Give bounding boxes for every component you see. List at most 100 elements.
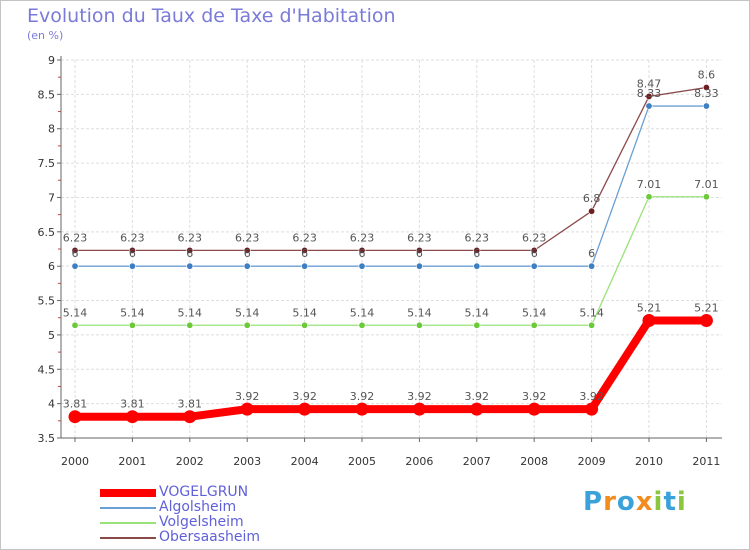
series-line-obersaasheim xyxy=(75,86,707,252)
legend-label: Obersaasheim xyxy=(159,529,261,545)
data-point-vogelgrun xyxy=(527,402,541,416)
y-tick-label: 9 xyxy=(48,54,55,67)
data-point-volgelsheim xyxy=(358,321,366,329)
data-label-algolsheim: 6 xyxy=(186,247,193,260)
x-tick-label: 2004 xyxy=(291,455,319,468)
logo-letter: t xyxy=(663,487,677,517)
logo-letter: i xyxy=(676,487,687,517)
data-label-algolsheim: 6 xyxy=(531,247,538,260)
data-label-vogelgrun: 3.92 xyxy=(579,390,604,403)
data-label-vogelgrun: 3.92 xyxy=(350,390,375,403)
series-line-vogelgrun xyxy=(75,316,707,421)
data-point-volgelsheim xyxy=(588,321,596,329)
data-point-obersaasheim xyxy=(358,246,366,254)
y-tick-label: 7.5 xyxy=(38,157,56,170)
data-label-obersaasheim: 8.6 xyxy=(698,68,716,81)
data-point-vogelgrun xyxy=(585,402,599,416)
data-point-obersaasheim xyxy=(243,246,251,254)
data-label-volgelsheim: 7.01 xyxy=(694,178,719,191)
x-tick-label: 2008 xyxy=(520,455,548,468)
y-tick-label: 8.5 xyxy=(38,88,56,101)
data-label-volgelsheim: 5.14 xyxy=(522,306,547,319)
y-tick-label: 4.5 xyxy=(38,363,56,376)
data-label-vogelgrun: 3.81 xyxy=(63,398,88,411)
y-tick-label: 5 xyxy=(48,329,55,342)
data-point-vogelgrun xyxy=(298,402,312,416)
data-point-volgelsheim xyxy=(186,321,194,329)
y-tick-label: 3.5 xyxy=(38,432,56,445)
data-label-algolsheim: 6 xyxy=(129,247,136,260)
legend-item-volgelsheim: Volgelsheim xyxy=(100,515,260,530)
legend-swatch xyxy=(100,521,156,524)
data-label-obersaasheim: 6.23 xyxy=(465,231,490,244)
data-point-vogelgrun xyxy=(183,410,197,424)
data-label-volgelsheim: 7.01 xyxy=(637,178,662,191)
data-label-vogelgrun: 3.92 xyxy=(407,390,432,403)
data-point-volgelsheim xyxy=(128,321,136,329)
logo-letter: x xyxy=(635,487,654,517)
data-label-volgelsheim: 5.14 xyxy=(407,306,432,319)
y-tick-label: 5.5 xyxy=(38,295,56,308)
data-label-vogelgrun: 3.81 xyxy=(178,398,203,411)
data-point-algolsheim xyxy=(71,262,79,270)
data-label-obersaasheim: 6.8 xyxy=(583,192,601,205)
data-point-obersaasheim xyxy=(415,246,423,254)
data-point-vogelgrun xyxy=(355,402,369,416)
data-label-vogelgrun: 3.92 xyxy=(292,390,317,403)
data-point-algolsheim xyxy=(645,102,653,110)
y-tick-label: 6.5 xyxy=(38,226,56,239)
x-tick-label: 2009 xyxy=(578,455,606,468)
data-label-obersaasheim: 6.23 xyxy=(235,231,260,244)
logo-letter: P xyxy=(583,487,604,517)
data-point-obersaasheim xyxy=(588,207,596,215)
legend-item-algolsheim: Algolsheim xyxy=(100,500,260,515)
legend-label: VOGELGRUN xyxy=(159,484,249,500)
x-tick-label: 2007 xyxy=(463,455,491,468)
logo-letter: r xyxy=(603,487,617,517)
series-line-volgelsheim xyxy=(75,196,707,326)
data-point-volgelsheim xyxy=(243,321,251,329)
data-label-algolsheim: 6 xyxy=(588,247,595,260)
data-point-algolsheim xyxy=(702,102,710,110)
x-tick-label: 2005 xyxy=(348,455,376,468)
data-point-volgelsheim xyxy=(645,193,653,201)
data-point-vogelgrun xyxy=(470,402,484,416)
data-label-vogelgrun: 3.81 xyxy=(120,398,145,411)
data-label-algolsheim: 6 xyxy=(416,247,423,260)
data-point-volgelsheim xyxy=(301,321,309,329)
data-point-vogelgrun xyxy=(412,402,426,416)
data-point-volgelsheim xyxy=(702,193,710,201)
data-point-vogelgrun xyxy=(240,402,254,416)
data-label-volgelsheim: 5.14 xyxy=(579,306,604,319)
x-tick-label: 2001 xyxy=(118,455,146,468)
legend-label: Volgelsheim xyxy=(159,514,244,530)
data-label-volgelsheim: 5.14 xyxy=(235,306,260,319)
data-label-algolsheim: 8.33 xyxy=(694,87,719,100)
data-point-obersaasheim xyxy=(702,83,710,91)
data-point-obersaasheim xyxy=(71,246,79,254)
data-label-algolsheim: 6 xyxy=(72,247,79,260)
data-label-volgelsheim: 5.14 xyxy=(292,306,317,319)
data-label-vogelgrun: 3.92 xyxy=(465,390,490,403)
data-label-vogelgrun: 3.92 xyxy=(235,390,260,403)
data-point-vogelgrun xyxy=(642,313,656,327)
y-tick-label: 7 xyxy=(48,191,55,204)
y-tick-label: 8 xyxy=(48,123,55,136)
data-label-algolsheim: 6 xyxy=(244,247,251,260)
data-label-algolsheim: 8.33 xyxy=(637,87,662,100)
data-label-vogelgrun: 5.21 xyxy=(694,301,719,314)
data-label-volgelsheim: 5.14 xyxy=(350,306,375,319)
data-label-obersaasheim: 8.47 xyxy=(637,77,662,90)
chart-title: Evolution du Taux de Taxe d'Habitation xyxy=(27,5,396,27)
x-tick-label: 2002 xyxy=(176,455,204,468)
data-label-volgelsheim: 5.14 xyxy=(120,306,145,319)
data-label-volgelsheim: 5.14 xyxy=(63,306,88,319)
proxiti-logo: Proxiti xyxy=(583,487,687,517)
data-point-algolsheim xyxy=(415,262,423,270)
legend-item-vogelgrun: VOGELGRUN xyxy=(100,485,260,500)
data-label-algolsheim: 6 xyxy=(359,247,366,260)
data-point-vogelgrun xyxy=(125,410,139,424)
legend-swatch xyxy=(100,506,156,509)
x-tick-label: 2003 xyxy=(233,455,261,468)
